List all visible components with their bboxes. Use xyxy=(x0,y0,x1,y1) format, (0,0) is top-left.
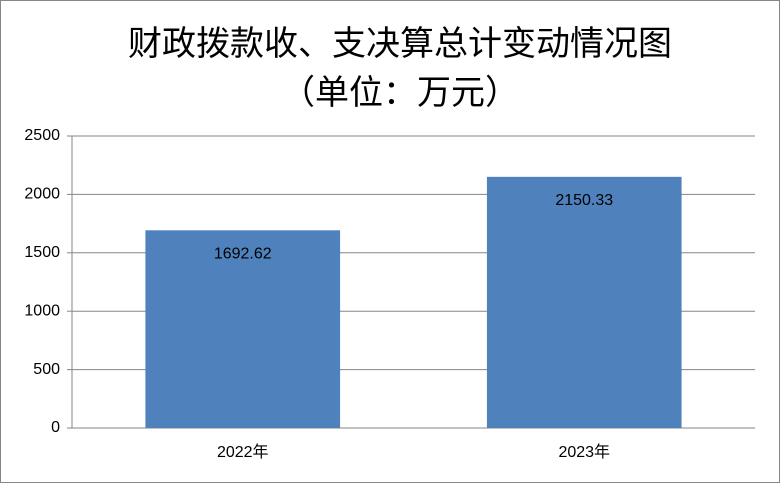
bar xyxy=(145,230,341,428)
bar xyxy=(486,176,682,428)
y-tick-label: 1500 xyxy=(24,244,60,261)
y-tick-label: 500 xyxy=(33,361,60,378)
chart-title: 财政拨款收、支决算总计变动情况图 xyxy=(128,24,672,64)
data-label: 1692.62 xyxy=(214,246,272,263)
y-tick-label: 2000 xyxy=(24,186,60,203)
y-tick-label: 1000 xyxy=(24,302,60,319)
x-tick-label: 2022年 xyxy=(217,443,269,461)
y-tick-label: 2500 xyxy=(24,127,60,144)
x-tick-label: 2023年 xyxy=(558,443,610,461)
y-tick-label: 0 xyxy=(51,419,60,436)
chart-subtitle: （单位：万元） xyxy=(281,73,519,113)
data-label: 2150.33 xyxy=(555,192,613,209)
